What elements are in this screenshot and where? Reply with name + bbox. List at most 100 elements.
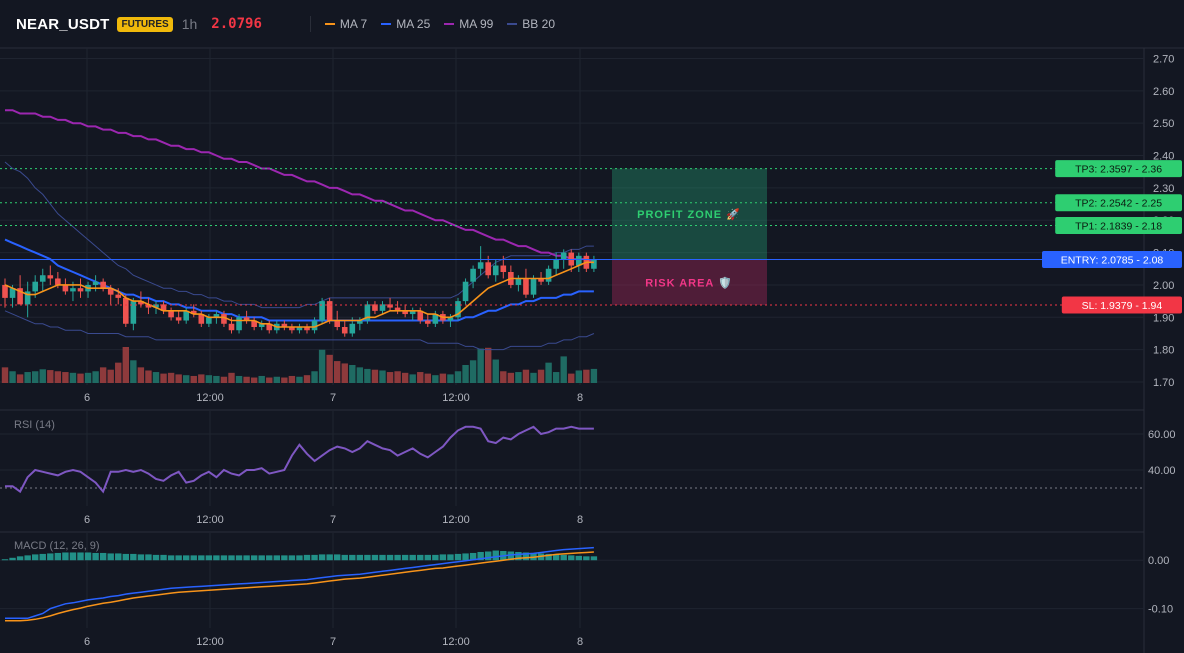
rsi-time-label: 6: [84, 514, 90, 526]
volume-bar: [198, 374, 205, 383]
macd-histogram-bar: [250, 555, 258, 561]
legend-bb20[interactable]: BB 20: [507, 17, 555, 31]
macd-histogram-bar: [281, 555, 288, 561]
macd-histogram-bar: [122, 553, 129, 561]
volume-bar: [69, 372, 77, 383]
macd-time-label: 6: [84, 636, 90, 648]
macd-histogram-bar: [273, 555, 280, 561]
macd-histogram-bar: [394, 554, 401, 561]
ma7-line: [4, 261, 594, 328]
price-time-label: 6: [84, 392, 90, 404]
legend-ma7-label: MA 7: [339, 17, 368, 31]
candle-body: [198, 314, 205, 324]
price-tick-label: 2.40: [1153, 151, 1174, 163]
macd-histogram-bar: [477, 551, 484, 561]
candle-body: [402, 310, 408, 315]
macd-histogram-bar: [9, 557, 16, 561]
candle-body: [77, 288, 84, 292]
candle-body: [100, 281, 106, 289]
risk-zone-label: RISK AREA 🛡️: [645, 276, 732, 289]
macd-histogram-bar: [379, 554, 386, 561]
last-price: 2.0796: [211, 16, 262, 32]
volume-bar: [62, 372, 69, 383]
price-time-label: 12:00: [196, 392, 224, 404]
tp-level-tag-bg: [1055, 194, 1182, 212]
volume-bar: [205, 375, 213, 383]
macd-histogram-bar: [303, 554, 311, 561]
macd-histogram-bar: [258, 555, 265, 561]
volume-bar: [107, 369, 114, 383]
macd-histogram-bar: [69, 552, 77, 561]
macd-histogram-bar: [167, 555, 175, 561]
volume-bar: [477, 348, 484, 383]
volume-bar: [47, 370, 54, 383]
volume-bar: [115, 362, 122, 383]
timeframe-label[interactable]: 1h: [181, 16, 198, 32]
legend-bb20-label: BB 20: [522, 17, 555, 31]
tp-level-tag-bg: [1055, 160, 1182, 178]
price-time-label: 8: [577, 392, 583, 404]
candle-body: [311, 320, 318, 331]
candle-body: [168, 310, 174, 318]
macd-histogram-bar: [190, 555, 197, 561]
macd-histogram-bar: [47, 553, 54, 561]
volume-bar: [32, 371, 39, 383]
bb-upper-line: [4, 161, 594, 309]
candle-body: [334, 320, 340, 327]
macd-tick-label: -0.10: [1148, 604, 1173, 616]
volume-bar: [371, 369, 379, 383]
volume-bar: [190, 375, 197, 383]
candle-body: [213, 314, 220, 318]
volume-bar: [379, 370, 386, 383]
candle-body: [160, 304, 167, 311]
symbol-name[interactable]: NEAR_USDT: [16, 15, 110, 33]
volume-bar: [183, 375, 190, 383]
candle-body: [364, 304, 371, 321]
bb-lower-line: [4, 310, 595, 351]
macd-histogram-bar: [145, 554, 152, 561]
legend-ma7[interactable]: MA 7: [324, 17, 368, 31]
macd-time-label: 12:00: [196, 636, 224, 648]
volume-bar: [522, 369, 530, 383]
macd-histogram-bar: [552, 554, 560, 561]
sl-level-tag-bg: [1061, 296, 1182, 314]
price-tick-label: 2.70: [1153, 53, 1174, 65]
volume-bar: [77, 373, 84, 383]
macd-histogram-bar: [32, 554, 39, 561]
price-tick-label: 2.30: [1153, 183, 1174, 195]
legend-ma99-label: MA 99: [459, 17, 494, 31]
candle-body: [357, 320, 363, 324]
candle-body: [304, 327, 310, 331]
macd-histogram-bar: [16, 556, 24, 561]
candle-body: [326, 301, 333, 321]
macd-histogram-bar: [92, 552, 99, 561]
volume-bar: [160, 373, 167, 383]
rsi-time-label: 7: [330, 514, 336, 526]
candle-body: [62, 284, 69, 292]
volume-bar: [273, 376, 280, 383]
volume-bar: [394, 371, 401, 383]
candle-body: [32, 281, 38, 292]
candle-body: [319, 301, 325, 321]
candle-body: [183, 310, 189, 321]
profit-zone: [612, 168, 767, 260]
rsi-time-label: 12:00: [196, 514, 224, 526]
rsi-title: RSI (14): [14, 419, 55, 431]
volume-bar: [24, 372, 31, 383]
macd-signal-line: [5, 551, 594, 622]
macd-histogram-bar: [1, 559, 9, 561]
candle-body: [425, 320, 431, 324]
candle-body: [470, 268, 476, 282]
volume-bar: [424, 373, 431, 383]
macd-time-label: 7: [330, 636, 336, 648]
macd-histogram-bar: [326, 554, 333, 561]
legend-ma99[interactable]: MA 99: [444, 17, 493, 31]
candle-body: [296, 327, 303, 331]
futures-badge: FUTURES: [117, 16, 173, 32]
candle-body: [372, 304, 378, 311]
volume-bar: [469, 360, 477, 383]
volume-bar: [545, 362, 552, 383]
legend-ma25[interactable]: MA 25: [381, 17, 430, 31]
candle-body: [17, 288, 23, 305]
